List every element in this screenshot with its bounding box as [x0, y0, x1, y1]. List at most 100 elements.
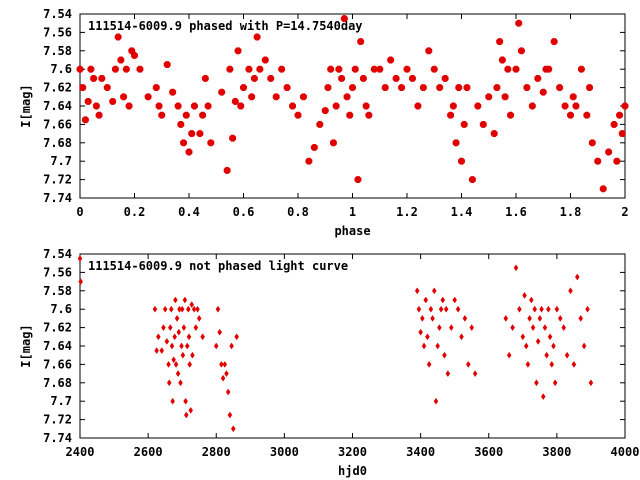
data-point [534, 74, 542, 82]
data-point [448, 324, 454, 332]
data-point [544, 351, 549, 359]
data-point [178, 379, 183, 387]
data-point [155, 102, 163, 110]
data-point [578, 314, 584, 322]
data-point [329, 139, 337, 147]
data-point [527, 314, 532, 322]
data-point [162, 305, 168, 313]
data-point [398, 84, 406, 92]
data-point [215, 305, 221, 313]
data-point [227, 411, 233, 419]
y-tick-label: 7.72 [43, 173, 72, 187]
data-point [621, 102, 629, 110]
data-point [179, 342, 184, 350]
data-point [168, 305, 174, 313]
x-tick-label: 0 [76, 205, 83, 219]
data-point [156, 333, 161, 341]
data-point [324, 84, 332, 92]
data-point [442, 351, 447, 359]
data-point [433, 397, 439, 405]
data-point [530, 324, 536, 332]
data-point [557, 314, 563, 322]
data-point [485, 93, 493, 101]
data-point [552, 379, 558, 387]
data-point [513, 264, 519, 272]
data-point [588, 139, 596, 147]
data-point [416, 305, 422, 313]
data-point [528, 102, 536, 110]
data-point [420, 314, 425, 322]
data-point [518, 47, 525, 55]
x-tick-label: 0.8 [287, 205, 309, 219]
data-point [586, 84, 594, 92]
y-tick-label: 7.6 [50, 302, 72, 316]
data-point [92, 102, 100, 110]
data-point [588, 379, 594, 387]
data-point [109, 97, 117, 105]
data-point [278, 65, 286, 73]
y-tick-label: 7.54 [43, 247, 72, 261]
data-point [554, 305, 560, 313]
data-point [425, 333, 430, 341]
data-point [144, 93, 152, 101]
data-point [87, 65, 95, 73]
y-tick-label: 7.54 [43, 7, 72, 21]
x-tick-label: 1.2 [396, 205, 418, 219]
data-point [220, 374, 226, 382]
data-point [517, 305, 522, 313]
data-point [82, 116, 89, 124]
data-point [170, 397, 175, 405]
data-point [572, 102, 580, 110]
data-point [550, 38, 558, 46]
data-point [272, 93, 280, 101]
data-point [431, 287, 437, 295]
data-point [218, 88, 226, 96]
data-point [182, 296, 188, 304]
data-point [421, 342, 427, 350]
data-point [332, 102, 340, 110]
x-tick-label: 3200 [338, 445, 367, 459]
x-tick-label: 0.4 [178, 205, 200, 219]
data-point [327, 65, 335, 73]
data-point [376, 65, 384, 73]
data-point [430, 314, 435, 322]
data-point [569, 93, 577, 101]
data-point [200, 333, 205, 341]
data-point [556, 84, 564, 92]
y-tick-label: 7.62 [43, 321, 72, 335]
data-point [164, 337, 170, 345]
data-point [152, 84, 160, 92]
data-point [354, 176, 362, 184]
data-point [387, 56, 395, 64]
data-point [585, 305, 590, 313]
data-point [117, 56, 125, 64]
data-point [179, 305, 185, 313]
plot-frame [79, 253, 626, 439]
data-point [452, 139, 460, 147]
data-point [261, 56, 269, 64]
y-tick-label: 7.6 [50, 62, 72, 76]
data-point [213, 342, 219, 350]
data-point [201, 74, 209, 82]
data-point [418, 328, 423, 336]
data-point [90, 74, 98, 82]
data-point [125, 102, 133, 110]
data-point [459, 333, 464, 341]
data-point [414, 102, 422, 110]
data-point [316, 120, 324, 128]
data-point [256, 65, 264, 73]
data-point [250, 74, 258, 82]
data-point [161, 324, 166, 332]
x-tick-label: 4000 [611, 445, 640, 459]
data-point [305, 157, 313, 165]
data-point [182, 111, 190, 119]
data-point [564, 351, 570, 359]
data-point [240, 84, 247, 92]
x-tick-label: 1.6 [505, 205, 527, 219]
data-point [299, 93, 307, 101]
data-point [423, 296, 429, 304]
data-point [594, 157, 602, 165]
data-point [440, 296, 446, 304]
data-point [496, 38, 504, 46]
data-point [234, 47, 242, 55]
